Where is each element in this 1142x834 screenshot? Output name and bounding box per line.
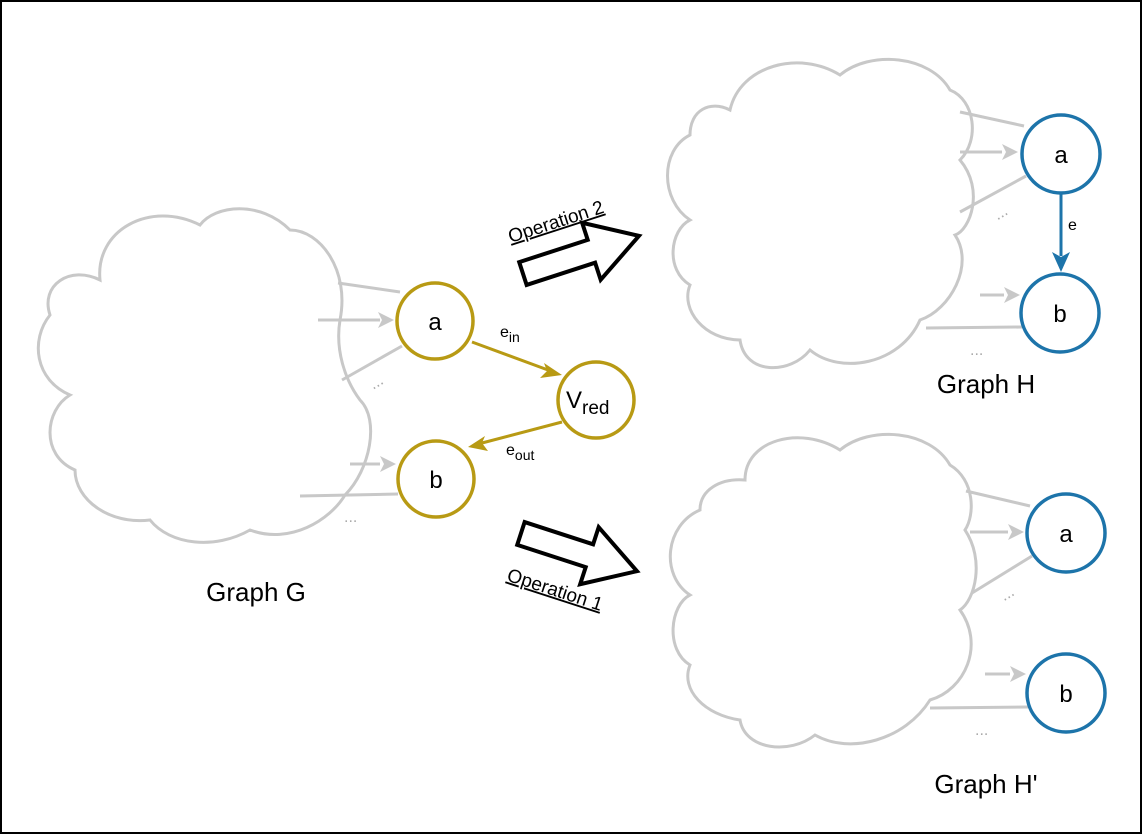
graph-h-edge-label: e — [1068, 217, 1077, 234]
graph-h-node-a-label: a — [1054, 142, 1068, 169]
graph-g-link-5 — [299, 492, 399, 498]
graph-h-link-4-head — [1004, 287, 1020, 303]
graph-g-node-b-label: b — [429, 467, 442, 494]
graph-g-link-3 — [341, 344, 403, 382]
edge-in-line — [471, 340, 549, 372]
graph-h-prime-link-4-head — [1010, 666, 1026, 682]
graph-h-prime-cloud — [668, 432, 978, 749]
graph-h-link-3 — [959, 174, 1027, 214]
graph-h-prime-label: Graph H' — [934, 769, 1037, 799]
edge-out-line — [481, 420, 563, 445]
graph-h-node-a — [1020, 113, 1102, 195]
graph-g-link-2-head — [378, 312, 394, 328]
graph-h-prime-link-2-head — [1008, 524, 1024, 540]
graph-h-label: Graph H — [937, 369, 1035, 399]
edge-out-label-main: e — [506, 442, 515, 459]
graph-h-cloud — [666, 57, 975, 370]
graph-h-edge-head — [1052, 252, 1070, 272]
graph-h-prime-link-3 — [971, 554, 1033, 595]
graph-h-prime-node-b — [1025, 652, 1107, 734]
operation-2-arrow — [516, 220, 643, 288]
graph-h-link-2-head — [1002, 144, 1018, 160]
edge-out-label-sub: out — [515, 447, 535, 463]
edge-in-label-main: e — [500, 324, 509, 341]
graph-g-node-a-label: a — [428, 309, 442, 336]
graph-g-node-b — [396, 439, 476, 519]
edge-in-head — [540, 363, 562, 378]
graph-h-prime-dots-bottom: ... — [975, 722, 988, 739]
graph-g-cloud — [36, 207, 373, 544]
graph-h-node-b — [1019, 272, 1101, 354]
edge-out-head — [468, 436, 488, 451]
graph-h-prime: ... ... a b Graph H' — [668, 432, 1107, 799]
graph-h: ... ... e a b Graph H — [666, 57, 1102, 399]
edge-in-label-sub: in — [509, 329, 520, 345]
graph-h-prime-node-b-label: b — [1059, 681, 1072, 708]
edge-in-label: ein — [500, 324, 520, 345]
graph-g-link-4-head — [380, 456, 396, 472]
graph-g-label: Graph G — [206, 577, 306, 607]
graph-h-node-b-label: b — [1053, 301, 1066, 328]
graph-h-prime-link-5 — [929, 705, 1029, 710]
node-v-red-sub: red — [582, 398, 609, 419]
graph-h-link-1 — [959, 110, 1025, 128]
graph-g: ... ... a b Vred ein eout Graph G — [36, 207, 636, 607]
node-v-red — [556, 360, 636, 440]
operation-1-arrow — [514, 519, 641, 587]
graph-h-prime-link-1 — [965, 489, 1031, 508]
node-v-red-label: Vred — [566, 387, 609, 419]
graph-g-node-a — [395, 281, 475, 361]
edge-out-label: eout — [506, 442, 534, 463]
node-v-red-main: V — [566, 387, 582, 414]
graph-h-dots-bottom: ... — [970, 342, 983, 359]
graph-g-dots-bottom: ... — [344, 509, 357, 526]
graph-h-prime-node-a — [1025, 492, 1107, 574]
graph-h-link-5 — [925, 325, 1023, 330]
graph-h-prime-node-a-label: a — [1059, 521, 1073, 548]
graph-g-link-1 — [337, 281, 401, 294]
